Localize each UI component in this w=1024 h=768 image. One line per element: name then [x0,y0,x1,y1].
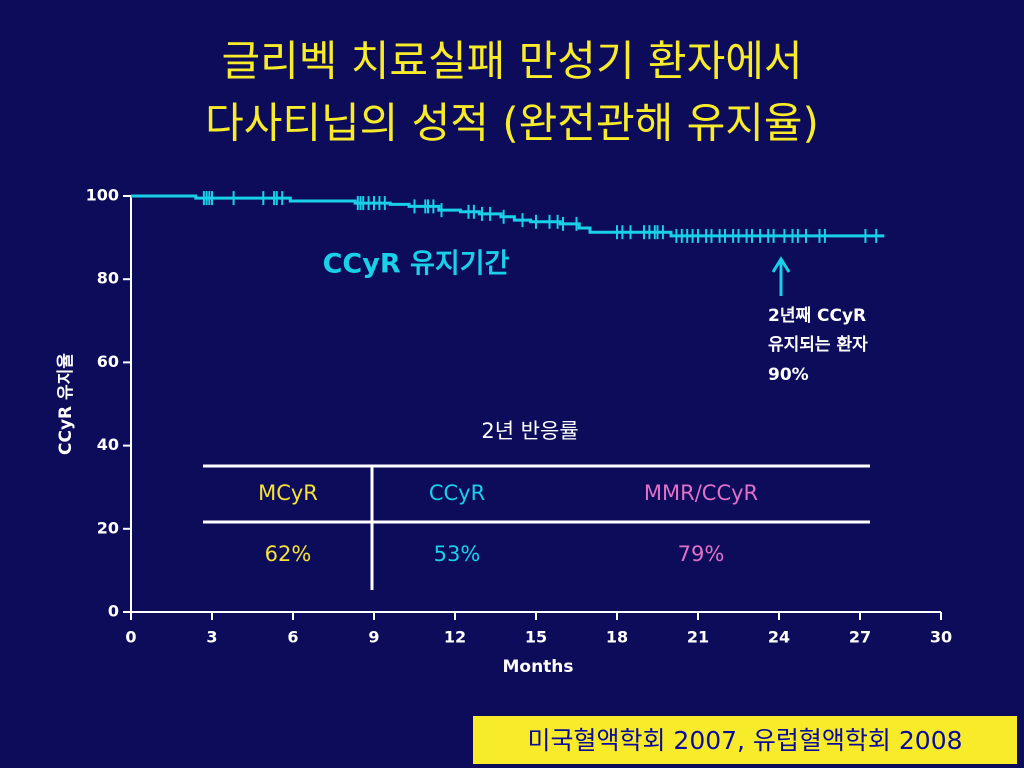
x-tick-label: 9 [368,628,379,647]
note-line: 90% [768,365,809,385]
x-tick-label: 3 [206,628,217,647]
source-box [473,716,1017,764]
title-line: 글리벡 치료실패 만성기 환자에서 [221,37,802,86]
x-tick-label: 27 [849,628,871,647]
x-tick-label: 0 [125,628,136,647]
y-tick-label: 0 [108,602,119,621]
y-tick-label: 80 [97,269,119,288]
x-tick-label: 24 [768,628,790,647]
y-tick-label: 100 [86,186,119,205]
table-cell: 53% [434,542,481,566]
km-curve [131,194,885,238]
source: 미국혈액학회 2007, 유럽혈액학회 2008 [527,726,962,755]
table-title: 2년 반응률 [481,419,578,443]
table-header: MMR/CCyR [644,481,758,505]
table-header: CCyR [429,481,485,505]
x-tick-label: 15 [525,628,547,647]
y-tick-label: 40 [97,435,119,454]
table-cell: 62% [265,542,312,566]
x-tick-label: 21 [687,628,709,647]
y-axis-label: CCyR 유지율 [56,353,76,455]
table-header: MCyR [258,481,318,505]
y-tick-label: 60 [97,352,119,371]
note-line: 유지되는 환자 [768,335,868,355]
x-tick-label: 6 [287,628,298,647]
title-line: 다사티닙의 성적 (완전관해 유지율) [205,99,819,148]
arrow-head [771,256,791,273]
note-line: 2년째 CCyR [768,306,866,326]
x-tick-label: 30 [930,628,952,647]
x-axis-label: Months [502,657,573,677]
x-tick-label: 18 [606,628,628,647]
x-tick-label: 12 [444,628,466,647]
y-tick-label: 20 [97,518,119,537]
curve-label: CCyR 유지기간 [323,249,510,280]
table-cell: 79% [678,542,725,566]
